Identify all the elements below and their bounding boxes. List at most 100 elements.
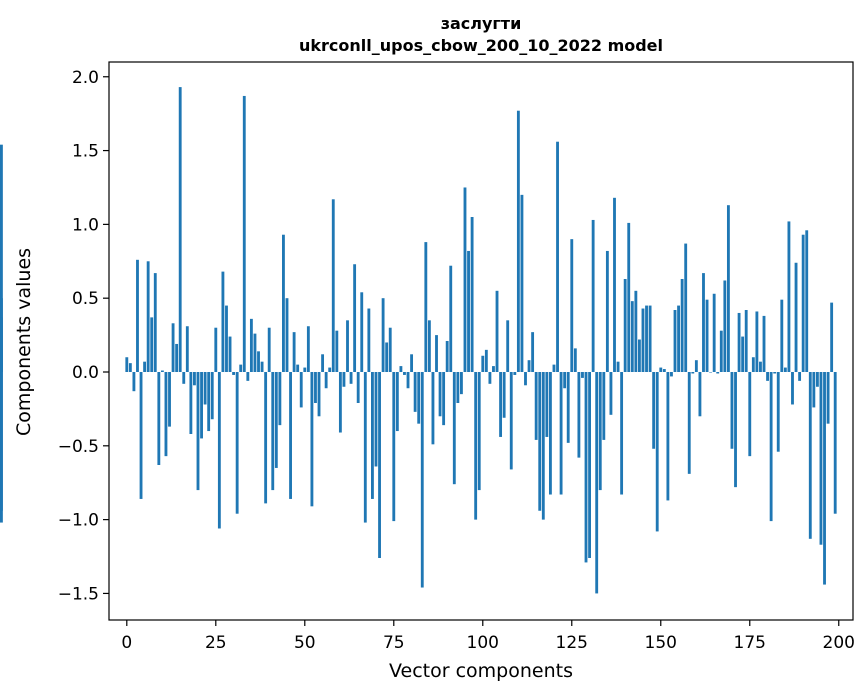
bar [673,310,677,372]
bar [670,372,673,377]
bar [744,310,748,372]
bar [289,372,292,499]
bar [548,372,552,495]
bar [392,372,396,522]
bar [783,367,787,372]
bar [371,372,374,499]
bar [559,372,563,495]
bar [598,372,602,491]
bar [474,372,478,520]
bar [424,242,428,372]
bar [225,305,228,372]
bar [306,326,310,372]
bar [160,370,164,372]
bar [242,95,246,372]
bar [132,372,136,392]
bar [691,372,695,374]
bar [403,372,406,375]
bar [581,372,584,378]
bar [570,239,574,372]
bar [773,372,777,374]
bar [381,298,385,372]
bar [139,372,143,499]
bar [719,330,723,372]
bar [185,326,189,372]
bar [442,372,446,426]
bar [399,366,403,372]
bar [232,372,236,375]
y-tick-label: −0.5 [58,437,99,457]
bar [648,305,652,372]
bar [214,327,218,372]
bar [516,110,520,373]
bar [484,349,488,372]
bar [637,339,641,372]
x-tick-label: 50 [294,633,316,653]
bar [217,372,221,529]
bar [787,221,791,372]
bar [367,308,371,372]
bar [342,372,346,387]
bar [438,372,442,417]
bar [595,372,599,594]
bar [823,372,826,585]
bar [189,372,193,434]
y-tick-label: 1.0 [72,215,99,235]
y-tick-label: 0.0 [72,363,99,383]
bar [794,262,798,372]
bar [620,372,624,495]
plot-frame [108,61,854,621]
bar [748,372,752,457]
bar [235,372,239,514]
bar [182,372,186,384]
bar [766,372,769,381]
bar [395,372,399,432]
bar [260,361,264,372]
bar [591,219,595,372]
x-axis-label: Vector components [389,660,573,682]
bar [584,372,588,563]
bar [328,367,332,372]
bar [513,372,517,375]
bar [228,336,232,372]
bar [613,197,616,372]
bar [481,355,485,372]
bar [210,372,214,420]
bar [588,372,591,558]
bar [456,372,460,403]
bar [502,372,506,418]
bar [146,261,150,372]
bar [150,317,154,372]
bar [702,273,705,372]
bar [751,357,755,372]
bar [531,332,535,372]
bar [677,305,680,372]
bar [812,372,816,408]
x-tick-label: 0 [121,633,132,653]
bar [363,372,367,523]
bar [445,341,449,372]
bar [324,372,328,389]
bar [452,372,456,485]
bar [833,372,837,514]
bar [349,372,353,384]
bar [780,299,784,372]
bar [573,348,577,372]
bar [602,372,606,440]
bar [193,372,196,386]
bar [178,87,182,372]
bar [630,301,634,372]
y-axis-ticks: −1.5 −1.0 −0.5 0.0 0.5 1.0 1.5 2.0 [58,68,109,604]
bar [164,372,168,457]
bar [616,361,620,372]
bar [353,264,357,372]
bar [168,372,171,427]
bar [239,364,243,372]
bar [467,250,470,372]
bar [687,372,691,474]
bar [488,372,492,384]
y-tick-label: 2.0 [72,68,99,88]
bar [801,234,805,372]
